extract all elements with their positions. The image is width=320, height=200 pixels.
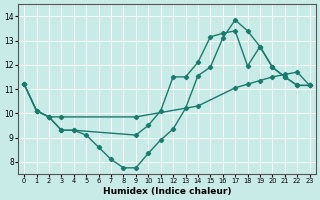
X-axis label: Humidex (Indice chaleur): Humidex (Indice chaleur) <box>103 187 231 196</box>
